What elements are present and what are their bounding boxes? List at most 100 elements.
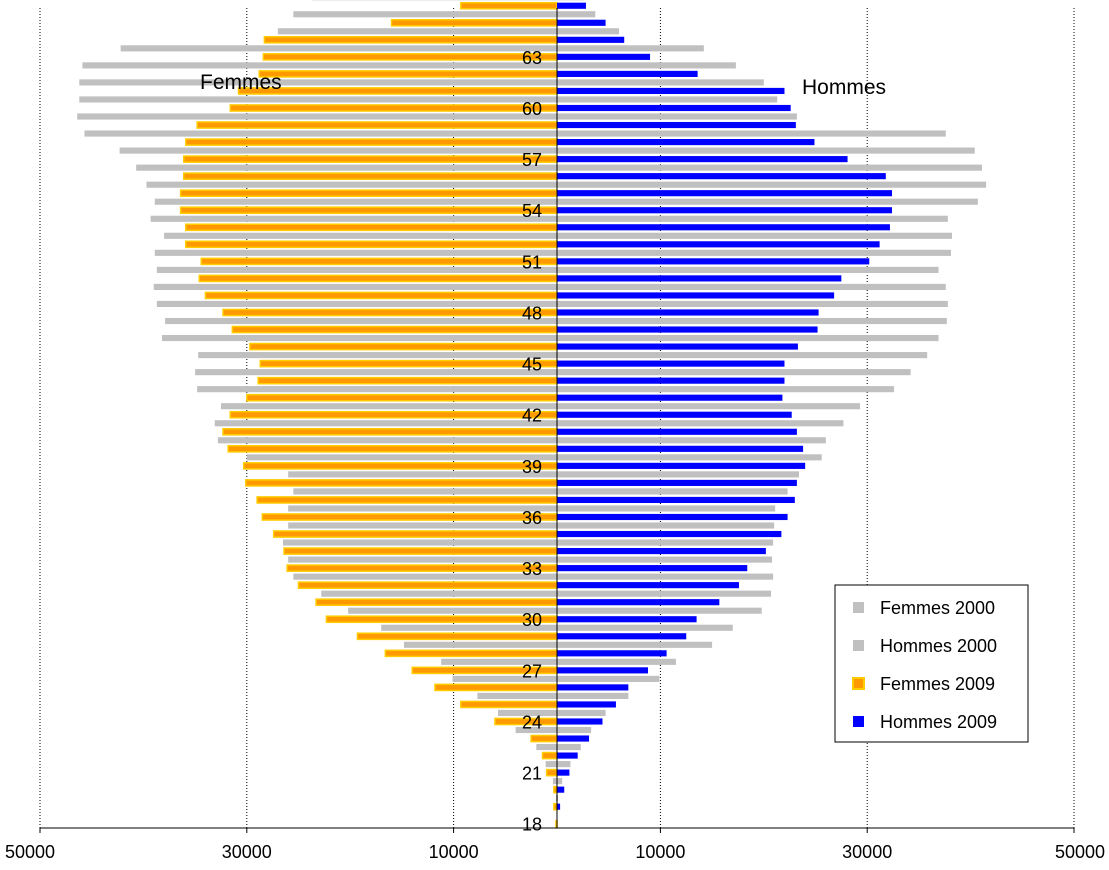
bar-femmes-2000-26: [195, 369, 557, 376]
bar-femmes-2009-14: [297, 581, 558, 589]
bar-hommes-2009-38: [557, 173, 886, 180]
bar-hommes-2009-27: [557, 360, 785, 367]
age-tick-label-27: 27: [522, 661, 542, 681]
bar-hommes-2009-28: [557, 343, 798, 350]
bar-hommes-2009-11: [557, 633, 687, 640]
bar-femmes-2000-5: [515, 726, 557, 734]
bar-hommes-2000-34: [557, 232, 952, 239]
bar-hommes-2000-9: [557, 658, 676, 665]
bar-femmes-2000-20: [288, 471, 557, 478]
age-tick-label-54: 54: [522, 201, 542, 221]
bar-femmes-2009-41: [196, 121, 558, 129]
bar-hommes-2000-12: [557, 607, 762, 614]
bar-hommes-2009-25: [557, 394, 783, 401]
bar-hommes-2000-5: [557, 726, 592, 734]
bar-hommes-2000-13: [557, 590, 772, 597]
bar-hommes-2000-18: [557, 505, 776, 512]
bar-femmes-2009-29: [231, 325, 558, 334]
bar-femmes-2000-24: [220, 403, 557, 410]
bar-femmes-2000-36: [154, 198, 558, 205]
bar-femmes-2000-6: [498, 709, 557, 717]
bar-femmes-2000-12: [348, 607, 557, 614]
bar-hommes-2000-17: [557, 522, 775, 529]
bar-hommes-2009-41: [557, 121, 796, 129]
bar-hommes-2000-29: [557, 317, 947, 325]
bar-hommes-2009-24: [557, 411, 792, 418]
bar-femmes-2000-1: [555, 795, 557, 802]
age-tick-label-60: 60: [522, 99, 542, 119]
bar-femmes-2000-44: [82, 62, 558, 69]
bar-hommes-2009-20: [557, 479, 797, 486]
bar-hommes-2009-37: [557, 190, 893, 197]
bar-hommes-2009-14: [557, 582, 739, 589]
bar-femmes-2009-4: [541, 751, 558, 760]
bar-hommes-2000-30: [557, 300, 948, 308]
bar-femmes-2009-34: [185, 240, 558, 249]
x-tick-label-1: 30000: [222, 842, 272, 862]
legend-swatch-3: [853, 716, 864, 727]
age-tick-label-33: 33: [522, 559, 542, 579]
bar-femmes-2000-15: [288, 556, 557, 563]
bar-femmes-2000-32: [156, 266, 558, 273]
bar-hommes-2009-12: [557, 616, 697, 623]
bar-femmes-2009-21: [242, 462, 558, 470]
bar-femmes-2000-28: [162, 334, 557, 342]
bar-femmes-2000-21: [246, 454, 558, 461]
bar-femmes-2000-35: [150, 215, 557, 222]
age-tick-label-45: 45: [522, 355, 542, 375]
bar-hommes-2009-23: [557, 428, 797, 435]
bar-femmes-2009-16: [283, 547, 558, 555]
bar-hommes-2000-20: [557, 471, 799, 478]
bar-femmes-2000-16: [282, 539, 557, 546]
bar-hommes-2000-33: [557, 249, 951, 256]
bar-hommes-2000-2: [557, 778, 563, 785]
bar-hommes-2009-48: [557, 2, 586, 9]
bar-hommes-2000-1: [557, 795, 559, 802]
bar-hommes-2009-7: [557, 701, 616, 708]
x-tick-label-5: 50000: [1055, 842, 1105, 862]
bar-femmes-2000-3: [545, 761, 557, 768]
bar-hommes-2000-26: [557, 369, 911, 376]
legend-box: [834, 584, 1029, 743]
bar-hommes-2000-10: [557, 641, 713, 648]
bar-hommes-2000-3: [557, 761, 571, 768]
bar-hommes-2000-42: [557, 96, 778, 103]
bar-hommes-2000-11: [557, 624, 733, 631]
bar-femmes-2009-8: [434, 683, 558, 692]
bar-hommes-2009-17: [557, 530, 782, 538]
legend-label-1: Hommes 2000: [880, 636, 997, 656]
bar-hommes-2000-39: [557, 147, 975, 154]
legend-label-3: Hommes 2009: [880, 712, 997, 732]
bar-femmes-2000-34: [164, 232, 557, 239]
bar-hommes-2009-46: [557, 36, 625, 43]
bar-femmes-2000-39: [119, 147, 558, 154]
bar-hommes-2009-40: [557, 139, 815, 146]
bar-femmes-2000-8: [452, 675, 557, 682]
bar-femmes-2000-9: [441, 658, 557, 665]
bar-femmes-2000-22: [217, 437, 557, 444]
age-tick-label-42: 42: [522, 406, 542, 426]
bar-femmes-2009-11: [356, 632, 558, 641]
bar-femmes-2009-23: [222, 427, 558, 436]
bar-femmes-2009-36: [179, 206, 558, 215]
bar-femmes-2009-43: [237, 87, 558, 95]
bar-hommes-2000-14: [557, 573, 774, 580]
bar-hommes-2009-6: [557, 718, 603, 725]
bar-hommes-2000-6: [557, 709, 606, 717]
bar-hommes-2009-13: [557, 599, 720, 606]
bar-femmes-2000-33: [154, 249, 558, 256]
age-tick-label-21: 21: [522, 764, 542, 784]
x-tick-labels: 50000 30000 10000 10000 30000 50000: [5, 842, 1105, 862]
bar-hommes-2009-8: [557, 684, 629, 691]
femmes-annotation: Femmes: [200, 71, 282, 94]
bar-hommes-2009-26: [557, 377, 785, 384]
bar-hommes-2009-5: [557, 735, 590, 742]
bar-hommes-2009-3: [557, 769, 570, 776]
bar-femmes-2000-19: [293, 488, 557, 495]
age-tick-label-39: 39: [522, 457, 542, 477]
bar-hommes-2000-23: [557, 420, 844, 427]
bar-hommes-2000-46: [557, 28, 620, 35]
bar-femmes-2009-30: [222, 308, 558, 317]
bar-hommes-2000-24: [557, 403, 860, 410]
bar-hommes-2009-16: [557, 548, 766, 555]
